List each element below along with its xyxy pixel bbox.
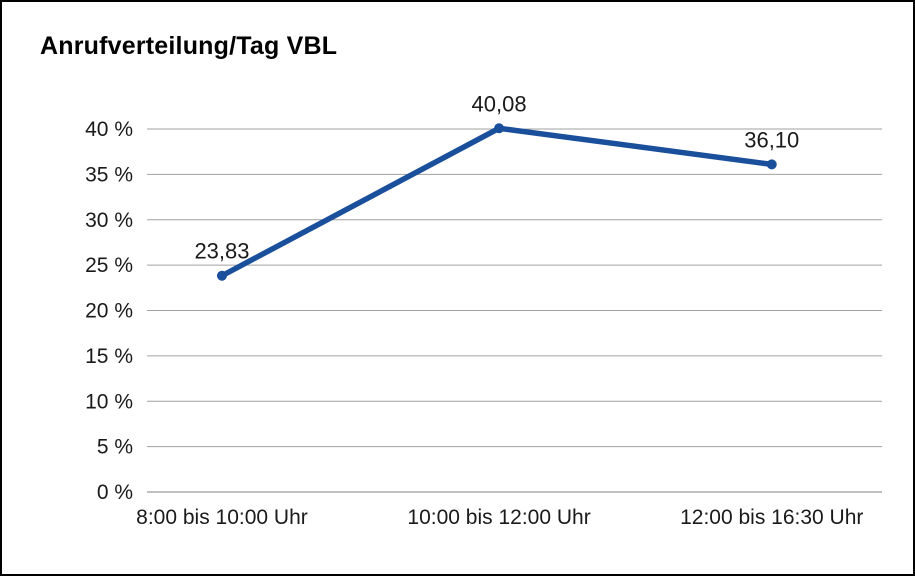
y-tick-label: 35 % [85,163,133,186]
y-tick-label: 30 % [85,209,133,232]
data-point-label: 40,08 [472,91,527,116]
x-tick-label: 12:00 bis 16:30 Uhr [680,506,863,529]
y-tick-label: 0 % [97,481,133,504]
data-line [219,125,775,279]
data-point-marker [494,123,505,134]
y-tick-label: 25 % [85,254,133,277]
data-point-marker [766,159,777,170]
x-tick-label: 10:00 bis 12:00 Uhr [407,506,590,529]
data-point-label: 23,83 [194,239,249,264]
data-point-label: 36,10 [744,127,799,152]
y-tick-label: 20 % [85,300,133,323]
y-tick-label: 5 % [97,436,133,459]
x-tick-label: 8:00 bis 10:00 Uhr [136,506,308,529]
data-point-marker [216,270,227,281]
chart-title: Anrufverteilung/Tag VBL [40,32,338,60]
y-tick-label: 15 % [85,345,133,368]
y-tick-label: 40 % [85,118,133,141]
y-tick-label: 10 % [85,390,133,413]
